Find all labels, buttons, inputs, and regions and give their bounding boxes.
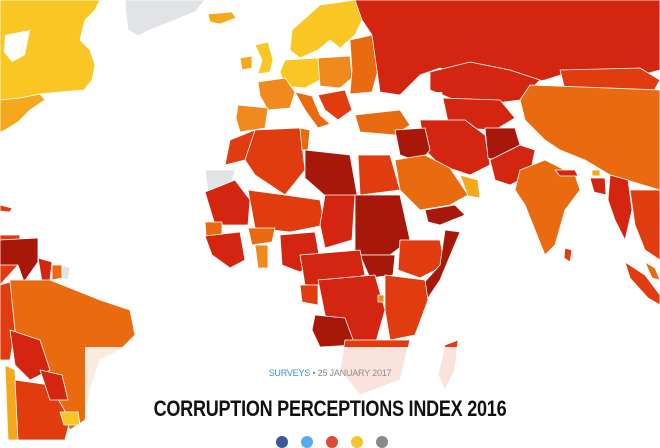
email-icon[interactable] [351,436,363,448]
region-tunisia[interactable] [299,127,311,151]
region-china[interactable] [519,84,660,191]
region-hudson-bay [4,30,30,62]
region-iceland[interactable] [207,11,237,25]
region-uae-oman[interactable] [459,174,481,199]
region-uruguay[interactable] [59,411,81,426]
article-header-panel [85,347,575,440]
region-iberia[interactable] [235,104,269,133]
region-senegal[interactable] [204,221,223,237]
region-rwanda[interactable] [377,294,385,303]
region-balkans[interactable] [317,89,353,121]
article-meta: SURVEYS • 25 JANUARY 2017 [0,368,660,378]
region-algeria[interactable] [244,127,306,196]
region-burkina[interactable] [247,227,276,246]
region-mali-niger[interactable] [247,189,326,233]
share-icons-row [0,436,660,448]
meta-separator: • [310,368,318,378]
region-ghana[interactable] [254,244,269,269]
region-sri-lanka[interactable] [563,247,573,263]
region-angola[interactable] [311,314,356,348]
region-chile[interactable] [4,364,19,440]
region-bolivia[interactable] [9,329,51,381]
region-greenland[interactable] [124,0,206,37]
region-nepal[interactable] [554,169,579,177]
region-paraguay[interactable] [39,369,69,401]
region-ireland[interactable] [239,55,253,71]
more-icon[interactable] [376,436,388,448]
region-chad[interactable] [319,194,356,249]
region-yemen[interactable] [424,204,466,226]
facebook-icon[interactable] [276,436,288,448]
region-uk[interactable] [254,41,274,75]
region-french-guiana[interactable] [61,264,71,281]
region-guinea-coast[interactable] [204,231,246,269]
region-usa[interactable] [0,93,46,133]
region-gabon[interactable] [299,284,319,306]
region-france[interactable] [257,77,296,111]
region-cuba[interactable] [0,204,13,213]
region-south-sudan[interactable] [359,254,396,279]
googleplus-icon[interactable] [326,436,338,448]
region-se-asia[interactable] [629,189,660,261]
page-title: CORRUPTION PERCEPTIONS INDEX 2016 [153,396,507,421]
publish-date: 25 JANUARY 2017 [317,368,392,378]
region-argentina[interactable] [14,379,71,440]
region-saudi-arabia[interactable] [394,154,469,211]
region-italy[interactable] [294,91,331,129]
region-suriname[interactable] [51,264,63,281]
region-poland-central[interactable] [317,55,353,89]
region-mauritania[interactable] [204,179,251,226]
category-link[interactable]: SURVEYS [268,368,311,378]
twitter-icon[interactable] [301,436,313,448]
region-libya[interactable] [304,149,359,201]
region-scandinavia[interactable] [289,0,363,59]
region-east-africa[interactable] [384,274,429,341]
region-malaysia[interactable] [644,261,660,281]
region-bhutan[interactable] [591,169,601,177]
region-egypt[interactable] [357,154,401,196]
region-guyana[interactable] [37,257,53,283]
region-bangladesh[interactable] [589,177,607,196]
region-sumatra[interactable] [624,261,660,306]
region-myanmar[interactable] [607,174,633,241]
region-ethiopia[interactable] [397,239,446,279]
